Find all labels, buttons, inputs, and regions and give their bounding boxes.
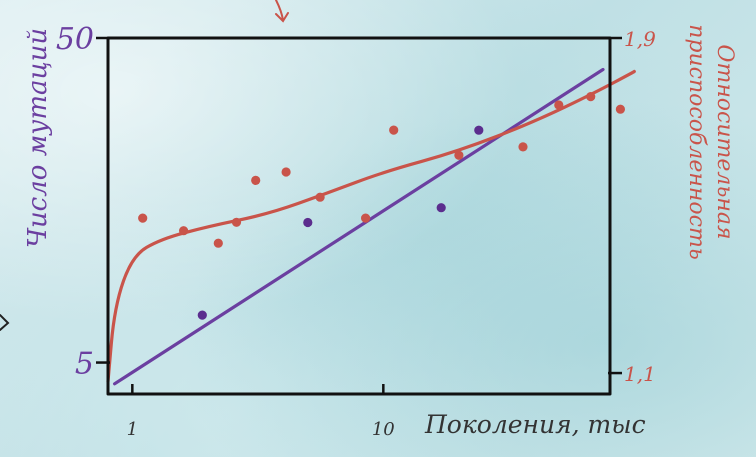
arrow-fragment-left [0,314,10,331]
fitness-point [615,104,626,114]
fitness-point [518,142,528,152]
x-axis-label: Поколения, тыс [424,410,646,439]
fitness-point [554,100,564,110]
right-axis-label-line-1: Относительная [712,44,737,239]
right-axis-label-line-2: приспособленность [684,24,709,260]
arrow-fragment-top [275,0,289,23]
mutations-point [197,310,207,320]
mutations-trend-line [113,67,605,386]
fitness-point [213,238,223,248]
y-right-tick-label: 1,1 [624,362,656,386]
left-axis-label: Число мутаций [23,28,53,248]
mutations-point [303,217,313,228]
plot-frame [106,36,612,396]
y-left-tick-label: 5 [75,347,94,382]
fitness-point [454,150,464,160]
fitness-point [231,217,242,227]
fitness-trend-line [106,69,636,383]
fitness-point [138,213,148,223]
fitness-point [281,167,291,177]
y-right-tick-label: 1,9 [624,27,656,51]
fitness-point [361,213,371,223]
mutations-point [436,203,446,213]
fitness-point [315,192,325,202]
y-left-tick-label: 50 [56,22,94,57]
x-tick-label: 1 [127,419,138,440]
fitness-point [251,175,261,185]
x-tick-label: 10 [372,419,395,440]
mutations-point [474,125,484,135]
fitness-point [179,226,189,236]
fitness-point [586,92,596,102]
fitness-point [389,125,399,135]
